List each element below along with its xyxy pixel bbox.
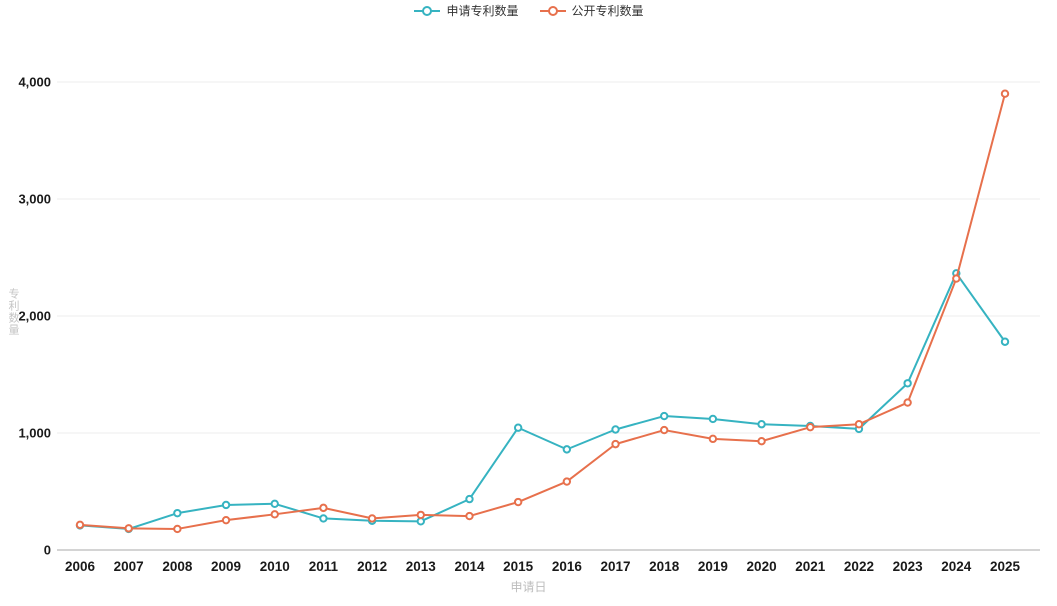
- series-line: [79, 92, 1006, 530]
- data-point[interactable]: [465, 511, 474, 521]
- y-axis-title: 专利数量: [7, 288, 19, 336]
- data-point[interactable]: [660, 411, 669, 421]
- data-point[interactable]: [854, 420, 864, 429]
- x-tick-label: 2020: [747, 559, 777, 574]
- data-point[interactable]: [1000, 89, 1010, 98]
- y-tick-label: 2,000: [18, 309, 51, 324]
- y-tick-label: 4,000: [18, 75, 51, 90]
- y-tick-label: 0: [44, 543, 51, 558]
- data-point[interactable]: [270, 499, 279, 508]
- x-tick-label: 2016: [552, 559, 583, 574]
- data-point[interactable]: [221, 515, 231, 525]
- x-tick-label: 2019: [698, 559, 728, 574]
- data-point[interactable]: [952, 274, 961, 283]
- data-point[interactable]: [221, 500, 231, 510]
- x-tick-label: 2021: [795, 559, 826, 574]
- x-tick-label: 2023: [893, 559, 924, 574]
- x-tick-label: 2024: [941, 559, 972, 574]
- data-point[interactable]: [562, 445, 572, 454]
- legend-line-circle-icon: [539, 6, 566, 16]
- data-point[interactable]: [367, 514, 377, 523]
- x-axis-title: 申请日: [510, 580, 547, 594]
- legend-line-circle-icon: [414, 6, 441, 16]
- data-point[interactable]: [562, 477, 572, 486]
- data-point[interactable]: [708, 414, 718, 424]
- data-point[interactable]: [319, 514, 328, 523]
- x-tick-label: 2017: [601, 559, 631, 574]
- data-point[interactable]: [270, 510, 279, 519]
- data-point[interactable]: [513, 423, 523, 432]
- data-point[interactable]: [319, 503, 328, 513]
- data-point[interactable]: [757, 420, 766, 429]
- data-point[interactable]: [806, 422, 815, 432]
- data-point[interactable]: [124, 524, 133, 533]
- legend-item-publication-count[interactable]: 公开专利数量: [539, 4, 644, 18]
- data-point[interactable]: [513, 497, 523, 507]
- chart-legend: 申请专利数量 公开专利数量: [0, 4, 1057, 18]
- data-point[interactable]: [903, 398, 912, 407]
- x-tick-label: 2013: [406, 559, 437, 574]
- x-tick-label: 2022: [844, 559, 874, 574]
- x-tick-label: 2006: [65, 559, 96, 574]
- y-tick-label: 1,000: [18, 426, 51, 441]
- data-point[interactable]: [660, 425, 669, 435]
- x-tick-label: 2007: [114, 559, 144, 574]
- data-point[interactable]: [1000, 337, 1010, 346]
- data-point[interactable]: [173, 524, 182, 534]
- legend-label-application-count: 申请专利数量: [446, 4, 519, 18]
- data-point[interactable]: [708, 434, 718, 444]
- data-point[interactable]: [465, 494, 474, 504]
- x-tick-label: 2008: [162, 559, 193, 574]
- x-tick-label: 2011: [309, 559, 339, 574]
- data-point[interactable]: [611, 425, 620, 434]
- legend-label-publication-count: 公开专利数量: [571, 4, 644, 18]
- data-point[interactable]: [75, 520, 85, 530]
- x-tick-label: 2010: [260, 559, 290, 574]
- x-tick-label: 2015: [503, 559, 534, 574]
- x-tick-label: 2014: [454, 559, 485, 574]
- data-point[interactable]: [611, 439, 620, 449]
- legend-item-application-count[interactable]: 申请专利数量: [413, 4, 519, 18]
- x-tick-label: 2012: [357, 559, 387, 574]
- data-point[interactable]: [416, 510, 425, 520]
- x-tick-label: 2009: [211, 559, 241, 574]
- y-tick-label: 3,000: [18, 192, 51, 207]
- x-tick-label: 2018: [649, 559, 680, 574]
- data-point[interactable]: [903, 379, 912, 388]
- x-tick-label: 2025: [990, 559, 1021, 574]
- data-point[interactable]: [757, 436, 766, 446]
- series-line: [79, 272, 1006, 530]
- data-point[interactable]: [173, 508, 182, 518]
